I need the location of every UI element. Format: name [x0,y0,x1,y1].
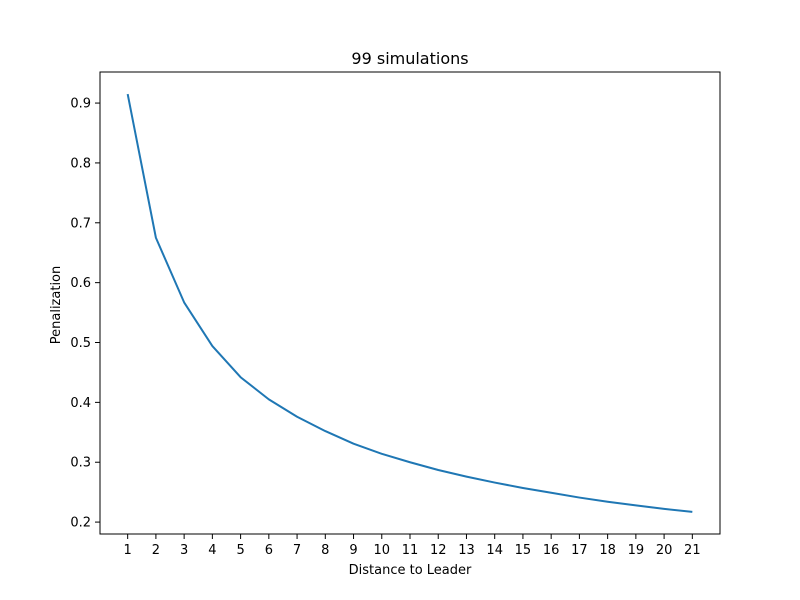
x-tick-label: 8 [321,543,329,558]
y-tick-label: 0.8 [70,156,91,171]
axes-frame [99,71,721,535]
y-tick-label: 0.7 [70,216,91,231]
x-tick-label: 16 [543,543,560,558]
x-tick-label: 18 [599,543,616,558]
x-tick-label: 10 [373,543,390,558]
x-tick-label: 21 [684,543,701,558]
x-tick-label: 19 [628,543,645,558]
x-tick-label: 13 [458,543,475,558]
x-tick-label: 15 [515,543,532,558]
x-tick-label: 7 [293,543,301,558]
x-tick-label: 17 [571,543,588,558]
x-tick-label: 12 [430,543,447,558]
y-tick-label: 0.6 [70,276,91,291]
chart-title: 99 simulations [351,49,468,68]
y-tick-label: 0.4 [70,396,91,411]
x-tick-label: 9 [349,543,357,558]
plot-area: 1 2 3 4 5 6 7 8 9 10 11 12 13 14 15 16 17 18 19 20 210.20.30… [70,71,721,558]
series-line-0 [126,93,693,513]
x-tick-label: 5 [236,543,244,558]
x-tick-label: 4 [208,543,216,558]
y-tick-label: 0.5 [70,336,91,351]
y-tick-label: 0.3 [70,456,91,471]
x-tick-label: 11 [402,543,419,558]
x-tick-label: 1 [124,543,132,558]
x-tick-label: 6 [265,543,273,558]
y-tick-label: 0.9 [70,97,91,112]
x-tick-label: 14 [486,543,503,558]
y-tick-label: 0.2 [70,516,91,531]
y-axis-label: Penalization [49,266,64,345]
x-tick-label: 2 [152,543,160,558]
x-axis-label: Distance to Leader [349,563,472,578]
x-tick-label: 3 [180,543,188,558]
x-tick-label: 20 [656,543,673,558]
